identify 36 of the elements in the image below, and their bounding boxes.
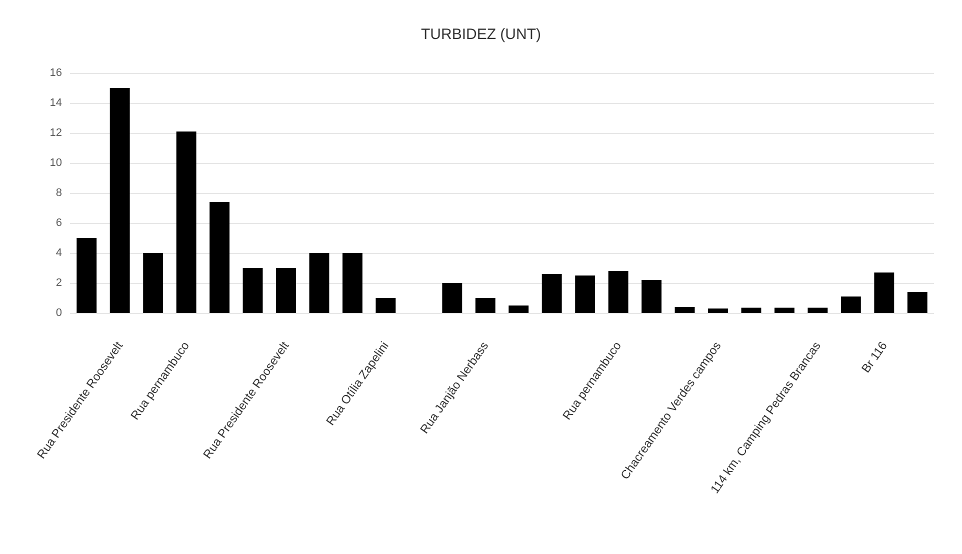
chart-title: TURBIDEZ (UNT) [421,26,541,43]
y-tick-label: 6 [56,217,62,229]
y-tick-label: 0 [56,307,62,319]
bar [674,307,695,313]
bar [276,268,296,313]
bar [575,276,596,313]
bar [642,280,662,313]
bar [708,308,728,313]
x-tick-label: Br 116 [858,338,890,376]
bar [76,238,97,313]
y-tick-label: 8 [56,187,62,199]
bar [442,283,462,313]
bar [309,253,330,313]
y-tick-label: 10 [50,157,62,169]
y-tick-label: 12 [50,127,62,139]
bar [542,274,562,313]
bar [342,253,362,313]
bar [143,253,164,313]
y-tick-label: 4 [56,247,62,259]
bar [242,268,263,313]
bar [475,298,496,313]
y-tick-label: 2 [56,277,62,289]
y-tick-label: 16 [50,67,62,79]
bar [210,202,230,313]
bar [907,292,928,313]
bar [508,306,529,313]
bar [874,272,894,313]
bar [840,296,861,313]
bar [808,308,828,313]
bar [741,308,762,313]
bar [110,88,130,313]
bar [376,298,396,313]
bar [608,271,628,313]
bar [774,308,794,313]
bar [176,132,196,313]
y-tick-label: 14 [50,97,62,109]
